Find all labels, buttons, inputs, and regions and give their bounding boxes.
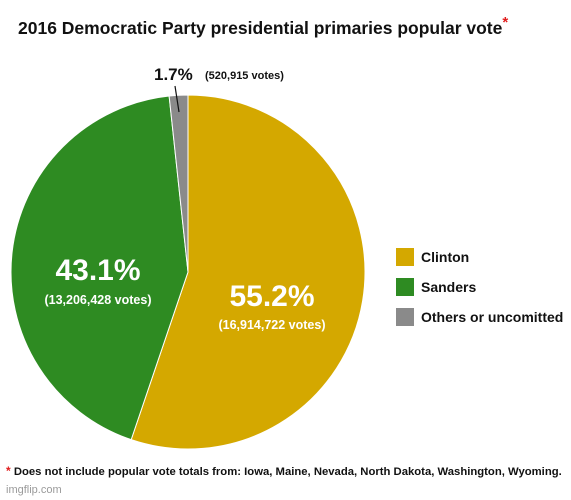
title-asterisk: * — [502, 14, 509, 32]
legend-item-clinton: Clinton — [396, 242, 563, 272]
legend-label-others: Others or uncomitted — [421, 309, 564, 325]
footnote-text: Does not include popular vote totals fro… — [13, 466, 562, 478]
footnote: * Does not include popular vote totals f… — [6, 464, 562, 478]
pie-slice-clinton — [130, 94, 366, 450]
legend-swatch-clinton — [396, 248, 414, 266]
data-label-clinton-votes: (16,914,722 votes) — [218, 318, 325, 332]
chart-title-text: 2016 Democratic Party presidential prima… — [18, 18, 503, 38]
legend-label-sanders: Sanders — [421, 279, 477, 295]
leader-line-others — [174, 85, 180, 113]
legend-label-clinton: Clinton — [421, 249, 470, 265]
pie-slice-sanders — [10, 95, 189, 441]
pie-slice-others — [168, 94, 189, 273]
data-label-clinton-percent: 55.2% — [229, 280, 314, 313]
legend-item-sanders: Sanders — [396, 272, 563, 302]
data-label-others-percent: 1.7% — [154, 65, 193, 84]
legend-swatch-others — [396, 308, 414, 326]
data-label-others-votes: (520,915 votes) — [205, 70, 284, 82]
watermark: imgflip.com — [6, 484, 62, 496]
legend-item-others: Others or uncomitted — [396, 302, 563, 332]
footnote-asterisk: * — [6, 464, 11, 478]
chart-title: 2016 Democratic Party presidential prima… — [18, 15, 508, 39]
data-label-sanders-percent: 43.1% — [55, 254, 140, 287]
data-label-sanders-votes: (13,206,428 votes) — [44, 293, 151, 307]
legend-swatch-sanders — [396, 278, 414, 296]
chart-legend: Clinton Sanders Others or uncomitted — [396, 242, 563, 332]
